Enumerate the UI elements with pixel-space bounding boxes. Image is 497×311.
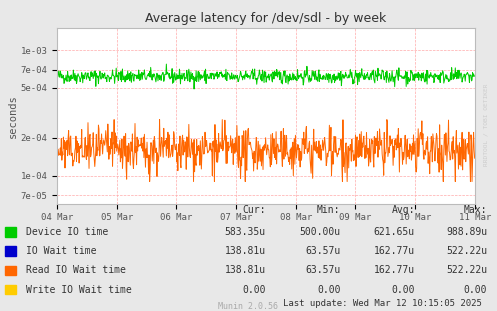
Text: 621.65u: 621.65u xyxy=(374,227,415,237)
Text: 583.35u: 583.35u xyxy=(225,227,266,237)
Text: 522.22u: 522.22u xyxy=(446,246,487,256)
Text: RRDTOOL / TOBI OETIKER: RRDTOOL / TOBI OETIKER xyxy=(483,83,488,166)
Text: 162.77u: 162.77u xyxy=(374,265,415,276)
Text: 988.89u: 988.89u xyxy=(446,227,487,237)
Title: Average latency for /dev/sdl - by week: Average latency for /dev/sdl - by week xyxy=(145,12,387,26)
Text: Munin 2.0.56: Munin 2.0.56 xyxy=(219,301,278,310)
Text: Cur:: Cur: xyxy=(243,205,266,215)
Text: 0.00: 0.00 xyxy=(464,285,487,295)
Text: 162.77u: 162.77u xyxy=(374,246,415,256)
Text: Avg:: Avg: xyxy=(392,205,415,215)
Text: 0.00: 0.00 xyxy=(243,285,266,295)
Y-axis label: seconds: seconds xyxy=(8,94,18,138)
Text: 0.00: 0.00 xyxy=(392,285,415,295)
Text: Write IO Wait time: Write IO Wait time xyxy=(26,285,132,295)
Text: 138.81u: 138.81u xyxy=(225,246,266,256)
Text: Last update: Wed Mar 12 10:15:05 2025: Last update: Wed Mar 12 10:15:05 2025 xyxy=(283,299,482,308)
Text: Max:: Max: xyxy=(464,205,487,215)
Text: IO Wait time: IO Wait time xyxy=(26,246,96,256)
Text: Read IO Wait time: Read IO Wait time xyxy=(26,265,126,276)
Text: 138.81u: 138.81u xyxy=(225,265,266,276)
Text: 522.22u: 522.22u xyxy=(446,265,487,276)
Text: Min:: Min: xyxy=(317,205,340,215)
Text: 63.57u: 63.57u xyxy=(305,265,340,276)
Text: 0.00: 0.00 xyxy=(317,285,340,295)
Text: 500.00u: 500.00u xyxy=(299,227,340,237)
Text: Device IO time: Device IO time xyxy=(26,227,108,237)
Text: 63.57u: 63.57u xyxy=(305,246,340,256)
